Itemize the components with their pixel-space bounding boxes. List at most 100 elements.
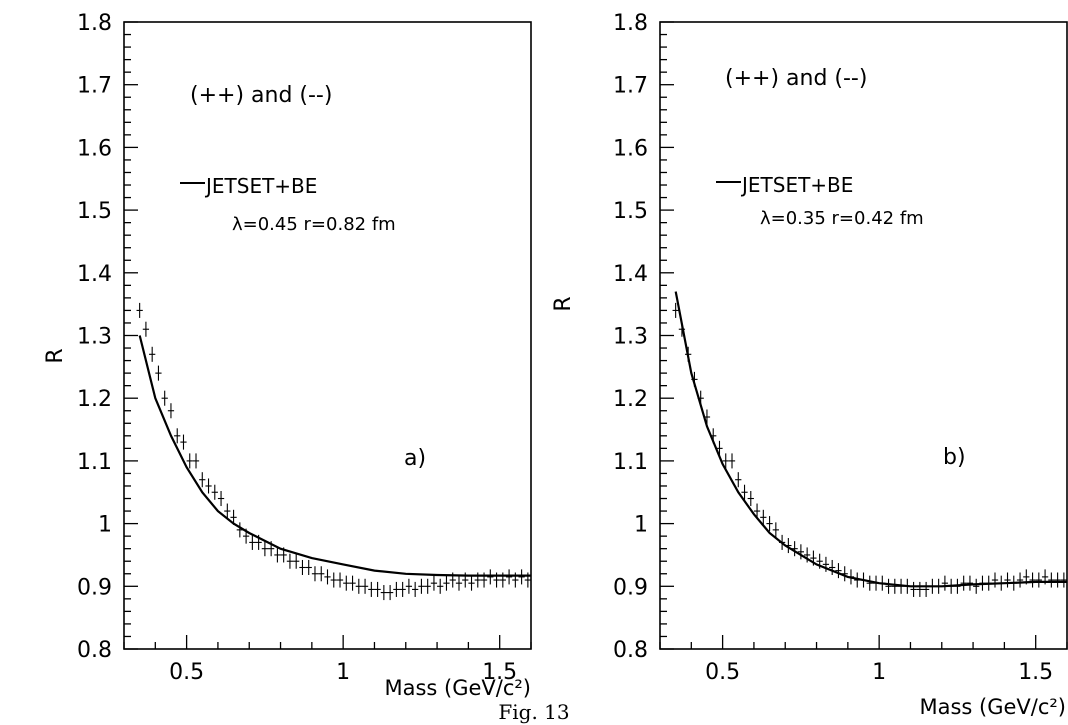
- panel-b-data-point: [904, 578, 911, 594]
- panel-a-data-point: [167, 403, 175, 419]
- panel-b-data-point: [835, 563, 842, 579]
- panel-a-data-point: [199, 472, 206, 488]
- panel-b-data-point: [797, 544, 805, 560]
- panel-a-data-point: [480, 572, 488, 588]
- panel-a-data-point: [286, 553, 294, 569]
- panel-a-fit-curve-group: [138, 335, 531, 577]
- panel-a-y-tick-label: 1.2: [77, 387, 112, 412]
- panel-b-y-tick-label: 1: [634, 513, 648, 538]
- panel-b-data-point: [747, 490, 754, 507]
- panel-a-plot-frame: [123, 21, 532, 650]
- panel-b-y-tick-label: 1.1: [613, 450, 648, 475]
- panel-b-data-point: [728, 453, 736, 469]
- panel-a-data-point: [217, 490, 225, 507]
- panel-b-y-tick-label: 1.5: [613, 199, 648, 224]
- panel-a-x-tick-labels: 0.5 1 1.5: [169, 660, 517, 685]
- panel-a-data-point: [374, 581, 381, 597]
- panel-a-data-point: [236, 522, 243, 538]
- panel-b-y-tick-label: 0.9: [613, 575, 648, 600]
- panel-b-data-point: [910, 581, 917, 597]
- panel-a-y-tick-label: 1.5: [77, 199, 112, 224]
- panel-a-x-tick-label: 1.5: [482, 660, 517, 685]
- panel-a-data-point: [518, 569, 525, 585]
- panel-a-fit-curve: [138, 335, 531, 577]
- panel-a-data-point: [136, 302, 143, 318]
- panel-a-data-point: [205, 478, 212, 494]
- panel-b-fit-curve-group: [674, 291, 1067, 588]
- panel-b-y-tick-labels: 0.8 0.9 1 1.1 1.2 1.3 1.4 1.5 1.6 1.7 1.8: [613, 11, 648, 663]
- panel-a-data-point: [468, 575, 475, 591]
- panel-b-data-point: [998, 575, 1005, 591]
- panel-a-data-point: [443, 575, 450, 591]
- panel-a-data-point: [524, 572, 531, 588]
- panel-a-data-point: [174, 428, 181, 444]
- panel-a-data-point: [230, 509, 237, 525]
- panel-a-data-point: [192, 453, 200, 469]
- panel-b-data-point: [954, 578, 961, 594]
- panel-b-legend-label: JETSET+BE: [740, 173, 853, 197]
- panel-a-data-point: [405, 578, 413, 594]
- panel-b-data-point: [703, 409, 711, 425]
- panel-b-data-point: [816, 553, 823, 569]
- panel-b-chart: 0.80.911.11.21.31.41.51.61.71.8 0.5 1 1.5 …: [551, 11, 1068, 719]
- panel-a-x-axis-label: Mass (GeV/c²): [384, 676, 531, 700]
- panel-a-data-point: [368, 581, 375, 597]
- panel-a-y-tick-label: 1.8: [77, 11, 112, 36]
- panel-a-panel-label: a): [404, 446, 426, 471]
- panel-b-data-point: [678, 321, 686, 337]
- panel-b-data-point: [841, 566, 848, 582]
- panel-b-data-point: [966, 575, 974, 591]
- panel-b-y-tick-label: 1.2: [613, 387, 648, 412]
- panel-b-data-point: [716, 440, 723, 456]
- panel-a-data-point: [493, 572, 500, 588]
- panel-a-data-point: [399, 581, 406, 597]
- panel-a-y-tick-label: 1.1: [77, 450, 112, 475]
- panel-a-data-point: [249, 534, 256, 550]
- panel-b-data-point: [829, 559, 836, 576]
- panel-a-data-point: [380, 585, 387, 601]
- panel-b-data-point: [872, 575, 880, 591]
- panel-a-data-point: [224, 503, 231, 519]
- panel-a-ticks: [123, 21, 532, 650]
- panel-a-data-point: [255, 534, 262, 550]
- panel-b-data-point: [979, 575, 986, 591]
- panel-a-data-point: [386, 585, 394, 601]
- panel-b-ticks: [659, 21, 1068, 650]
- panel-b-data-point: [697, 390, 704, 406]
- panel-a-data-point: [355, 578, 362, 594]
- panel-b-x-axis-label: Mass (GeV/c²): [919, 695, 1066, 719]
- panel-a-data-point: [424, 578, 431, 594]
- panel-b-data-point: [960, 575, 967, 591]
- panel-b-x-tick-label: 1: [872, 660, 886, 685]
- panel-b-data-point: [691, 371, 698, 387]
- panel-b-data-point: [710, 428, 717, 444]
- panel-b-y-tick-label: 1.7: [613, 74, 648, 99]
- panel-a-y-tick-label: 1.3: [77, 325, 112, 350]
- panel-b-data-point: [753, 503, 761, 519]
- panel-b-data-point: [722, 453, 729, 469]
- panel-b-data-point: [916, 581, 923, 597]
- panel-b-x-tick-label: 1.5: [1018, 660, 1053, 685]
- panel-b-data-point: [860, 572, 867, 588]
- panel-a-data-point: [155, 365, 162, 381]
- panel-b-data-point: [1035, 572, 1042, 588]
- panel-b-data-point: [885, 578, 892, 594]
- panel-a-data-point: [280, 547, 287, 563]
- panel-b-data-point: [1054, 572, 1061, 588]
- panel-b-data-point: [985, 575, 992, 591]
- panel-a-data-point: [142, 321, 150, 337]
- panel-b-data-point: [735, 472, 742, 488]
- panel-b-y-tick-label: 1.3: [613, 325, 648, 350]
- panel-b-data-point: [760, 509, 767, 525]
- panel-a-y-tick-label: 1.4: [77, 262, 112, 287]
- panel-b-data-point: [785, 538, 792, 554]
- panel-a-data-point: [412, 581, 419, 597]
- panel-b-data-point: [854, 572, 861, 588]
- panel-b-data-point: [991, 572, 999, 588]
- panel-b-x-tick-labels: 0.5 1 1.5: [705, 660, 1053, 685]
- panel-b-data-point: [1016, 572, 1024, 588]
- panel-a-y-tick-label: 0.8: [77, 638, 112, 663]
- panel-a-data-point: [293, 553, 300, 569]
- panel-a-data-point: [343, 575, 350, 591]
